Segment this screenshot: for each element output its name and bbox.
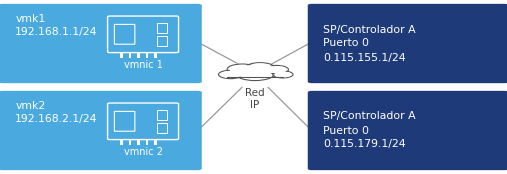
FancyBboxPatch shape [0,91,202,170]
Bar [129,52,131,58]
Bar [154,139,157,145]
Circle shape [274,72,292,77]
Bar [137,52,140,58]
FancyBboxPatch shape [308,4,507,83]
Circle shape [264,65,288,74]
Circle shape [248,63,272,72]
Text: vmk2
192.168.2.1/24: vmk2 192.168.2.1/24 [15,101,98,124]
Text: vmk1
192.168.1.1/24: vmk1 192.168.1.1/24 [15,14,98,37]
Circle shape [273,71,293,78]
Bar [154,52,157,58]
FancyBboxPatch shape [308,91,507,170]
Bar [146,52,149,58]
Text: SP/Controlador A
Puerto 0
0.115.179.1/24: SP/Controlador A Puerto 0 0.115.179.1/24 [323,112,416,149]
Bar [227,72,283,77]
Bar [146,139,149,145]
Circle shape [219,70,243,79]
Circle shape [227,64,258,74]
Bar [129,139,131,145]
Circle shape [246,63,274,72]
Bar [137,139,140,145]
Text: vmnic 1: vmnic 1 [124,60,163,70]
FancyBboxPatch shape [0,4,202,83]
Bar [120,139,123,145]
Text: Red
IP: Red IP [245,88,265,110]
Circle shape [266,66,286,73]
Text: vmnic 2: vmnic 2 [124,147,163,157]
Circle shape [221,71,241,78]
Circle shape [230,65,256,74]
Circle shape [239,68,271,80]
Bar [120,52,123,58]
Text: SP/Controlador A
Puerto 0
0.115.155.1/24: SP/Controlador A Puerto 0 0.115.155.1/24 [323,25,416,62]
Circle shape [236,67,274,81]
